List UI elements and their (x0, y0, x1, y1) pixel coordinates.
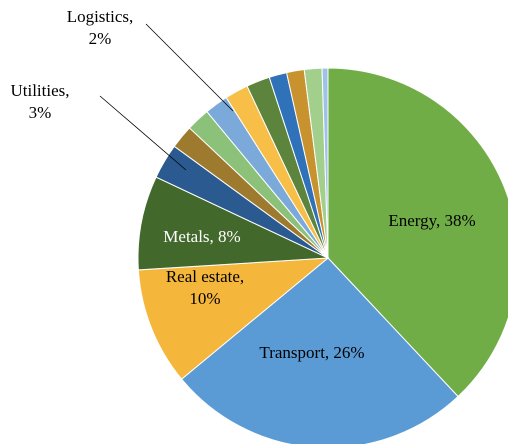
pie-slice (321, 67, 329, 259)
pie-slice (137, 176, 329, 271)
data-label-line: Real estate, (166, 267, 244, 286)
data-label-line: 3% (29, 103, 52, 122)
leader-line (145, 23, 234, 112)
data-label: Metals, 8% (163, 227, 240, 246)
leader-line (99, 95, 187, 171)
data-label: Transport, 26% (259, 343, 364, 362)
data-label: Real estate, 10% (166, 267, 244, 308)
pie-slice (180, 257, 459, 444)
data-label-line: 10% (189, 289, 220, 308)
data-label-line: Transport, 26% (259, 343, 364, 362)
data-label-line: Utilities, (10, 81, 69, 100)
data-label: Energy, 38% (388, 211, 475, 230)
pie-slice (327, 67, 508, 398)
data-label-line: Logistics, (67, 7, 134, 26)
data-label: Logistics, 2% (67, 7, 134, 48)
data-label-line: Energy, 38% (388, 211, 475, 230)
data-label-line: 2% (89, 29, 112, 48)
data-label: Utilities, 3% (10, 81, 69, 122)
data-label-line: Metals, 8% (163, 227, 240, 246)
pie-slice (137, 257, 330, 380)
